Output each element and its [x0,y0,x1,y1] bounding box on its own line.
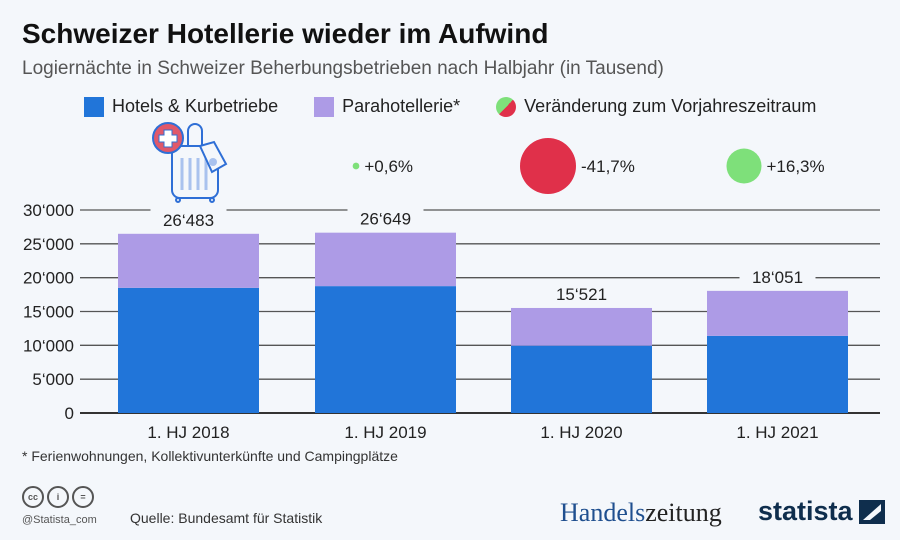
legend-swatch-hotels [84,96,104,117]
y-tick-label: 10‘000 [23,336,74,355]
change-bubble [352,162,360,170]
statista-handle: @Statista_com [22,514,97,526]
statista-logo: statista [758,496,885,527]
license-icons: cc i = [22,486,94,508]
logo-part: zeitung [645,498,722,527]
bar-parahotellerie [315,232,456,287]
legend: Hotels & Kurbetriebe Parahotellerie* Ver… [84,96,816,117]
bar-hotels [511,345,652,413]
legend-label: Veränderung zum Vorjahreszeitraum [524,96,817,116]
x-tick-label: 1. HJ 2021 [736,423,818,442]
y-tick-label: 25‘000 [23,235,74,254]
bar-parahotellerie [707,290,848,336]
x-tick-label: 1. HJ 2018 [147,423,229,442]
statista-logo-shape [862,503,881,520]
total-label-bg [739,264,816,287]
change-label: +16,3% [767,157,825,176]
change-label: -41,7% [581,157,635,176]
bar-parahotellerie [118,233,259,288]
x-tick-label: 1. HJ 2019 [344,423,426,442]
suitcase-icon [152,122,228,203]
legend-swatch-parahotellerie [314,96,335,117]
change-label: +0,6% [364,157,413,176]
change-bubble [520,138,576,194]
source: Quelle: Bundesamt für Statistik [130,510,323,526]
total-label: 26‘649 [360,210,411,229]
handelszeitung-logo: Handelszeitung [560,498,722,528]
y-tick-label: 30‘000 [23,201,74,220]
statista-logo-icon [858,499,885,524]
attribution-icon: i [47,486,69,508]
legend-swatch-change [496,96,517,117]
y-tick-label: 15‘000 [23,303,74,322]
logo-part: Handels [560,498,646,527]
total-label-bg [150,207,227,230]
legend-parahotellerie: Parahotellerie* [314,96,460,117]
chart-subtitle: Logiernächte in Schweizer Beherbungsbetr… [22,58,664,79]
legend-change: Veränderung zum Vorjahreszeitraum [496,96,816,117]
footnote: * Ferienwohnungen, Kollektivunterkünfte … [22,448,398,464]
x-tick-label: 1. HJ 2020 [540,423,622,442]
chart-title: Schweizer Hotellerie wieder im Aufwind [22,18,549,49]
change-bubble [726,148,762,184]
legend-label: Parahotellerie* [342,96,461,116]
legend-hotels: Hotels & Kurbetriebe [84,96,278,117]
cc-icon: cc [22,486,44,508]
statista-wordmark: statista [758,496,853,526]
no-derivatives-icon: = [72,486,94,508]
y-tick-label: 0 [65,404,74,423]
total-label-bg [347,206,424,229]
bar-hotels [315,286,456,413]
total-label: 18‘051 [752,268,803,287]
y-tick-label: 5‘000 [32,370,74,389]
bar-hotels [707,335,848,413]
total-label: 26‘483 [163,211,214,230]
y-tick-label: 20‘000 [23,269,74,288]
bar-hotels [118,287,259,413]
total-label-bg [543,281,620,304]
total-label: 15‘521 [556,285,607,304]
bar-parahotellerie [511,307,652,346]
legend-label: Hotels & Kurbetriebe [112,96,279,116]
